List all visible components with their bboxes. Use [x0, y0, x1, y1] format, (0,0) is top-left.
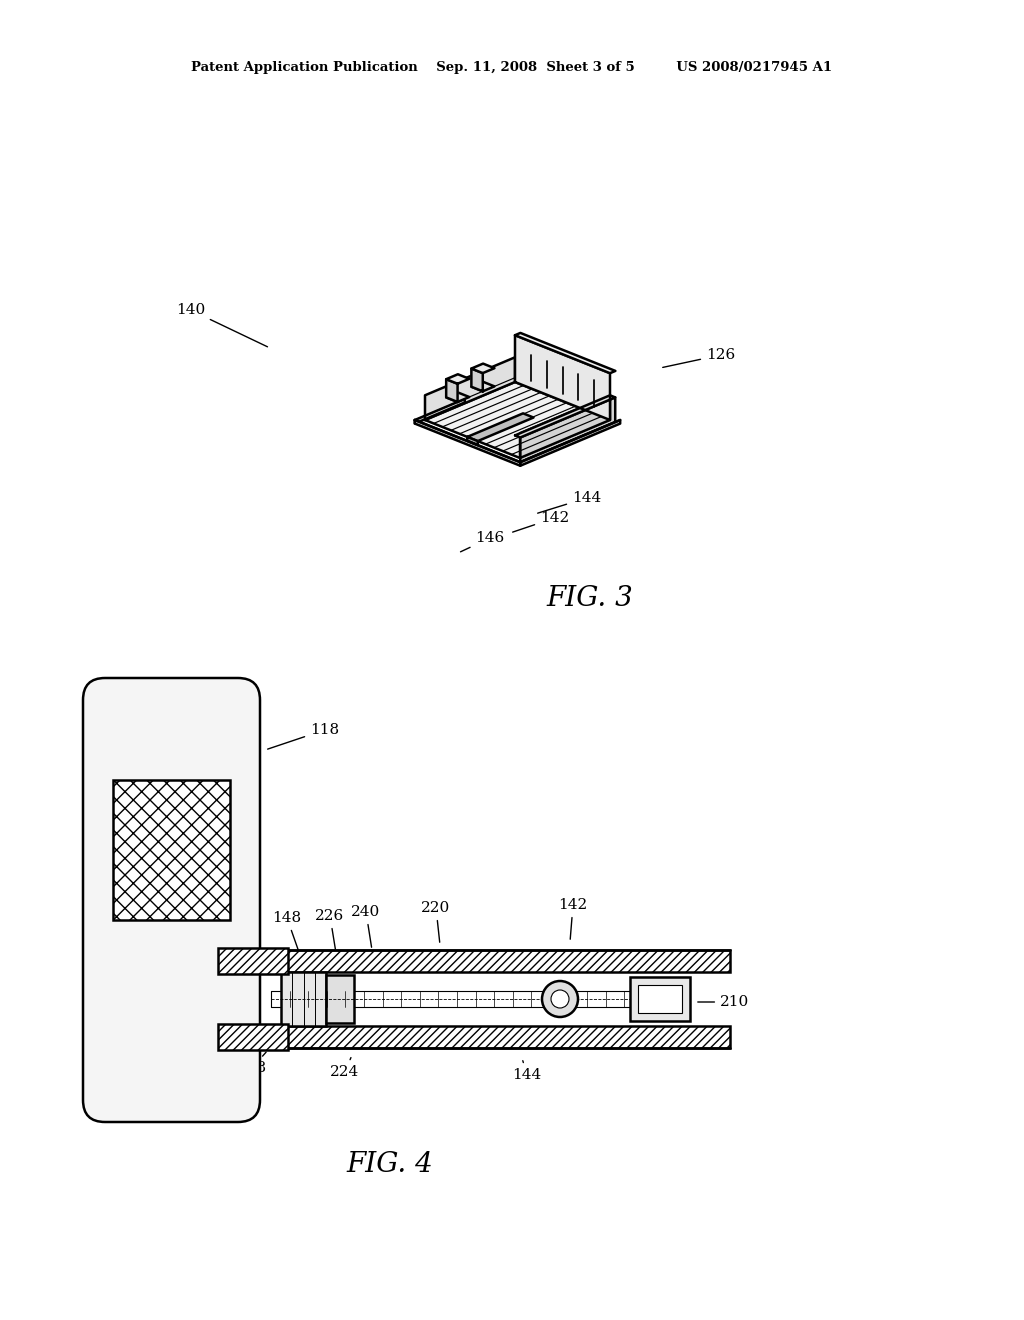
Polygon shape — [446, 375, 469, 384]
Bar — [233, 950, 730, 972]
Bar — [218, 1024, 288, 1049]
Polygon shape — [515, 395, 615, 437]
Bar — [281, 972, 326, 1026]
Text: Patent Application Publication    Sep. 11, 2008  Sheet 3 of 5         US 2008/02: Patent Application Publication Sep. 11, … — [191, 62, 833, 74]
Circle shape — [551, 990, 569, 1008]
Text: 140: 140 — [176, 304, 267, 347]
Polygon shape — [467, 413, 534, 441]
Text: 226: 226 — [315, 909, 345, 950]
Text: FIG. 4: FIG. 4 — [347, 1151, 433, 1179]
Polygon shape — [471, 363, 495, 374]
Text: 210: 210 — [697, 995, 750, 1008]
Text: 144: 144 — [512, 1061, 542, 1082]
Text: 148: 148 — [272, 911, 301, 952]
Polygon shape — [446, 392, 469, 403]
Text: 240: 240 — [351, 906, 381, 948]
Polygon shape — [471, 381, 495, 391]
Polygon shape — [415, 420, 520, 466]
Bar — [326, 975, 354, 1023]
Text: 144: 144 — [538, 491, 601, 513]
Text: 148: 148 — [238, 1052, 266, 1074]
Text: 224: 224 — [331, 1057, 359, 1078]
Text: 142: 142 — [513, 511, 569, 532]
Polygon shape — [471, 368, 482, 391]
Bar — [630, 977, 690, 1020]
Polygon shape — [467, 437, 478, 445]
Text: 220: 220 — [421, 902, 451, 942]
Polygon shape — [520, 397, 615, 462]
Text: 114: 114 — [230, 913, 260, 957]
Polygon shape — [515, 333, 615, 374]
Text: 142: 142 — [558, 898, 588, 940]
Polygon shape — [520, 395, 610, 458]
Polygon shape — [425, 358, 515, 420]
Text: 118: 118 — [267, 723, 339, 750]
Text: 146: 146 — [461, 531, 505, 552]
Polygon shape — [415, 399, 465, 424]
FancyBboxPatch shape — [83, 678, 260, 1122]
Circle shape — [542, 981, 578, 1016]
Bar — [113, 780, 230, 920]
Text: FIG. 3: FIG. 3 — [547, 585, 634, 611]
Bar — [233, 1026, 730, 1048]
Polygon shape — [425, 381, 610, 458]
Bar — [638, 985, 682, 1012]
Text: 126: 126 — [663, 348, 735, 367]
Bar — [218, 948, 288, 974]
Polygon shape — [446, 379, 458, 403]
Bar — [271, 991, 680, 1007]
Polygon shape — [515, 335, 610, 420]
Polygon shape — [520, 420, 621, 466]
